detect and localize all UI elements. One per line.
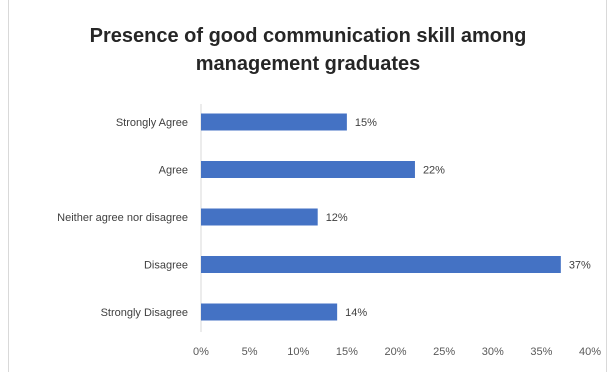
- data-label: 22%: [423, 165, 445, 177]
- chart-title-line-1: Presence of good communication skill amo…: [89, 25, 527, 47]
- x-tick-label: 30%: [482, 346, 504, 358]
- chart-title-line-2: management graduates: [195, 53, 421, 75]
- x-tick-label: 20%: [384, 346, 406, 358]
- data-label: 14%: [345, 307, 367, 319]
- bar: [201, 303, 338, 321]
- x-tick-label: 15%: [336, 346, 358, 358]
- x-tick-label: 10%: [287, 346, 309, 358]
- x-tick-label: 35%: [530, 346, 552, 358]
- category-label: Disagree: [144, 260, 188, 272]
- bar: [201, 208, 318, 226]
- category-label: Strongly Disagree: [101, 307, 188, 319]
- category-label: Neither agree nor disagree: [57, 212, 188, 224]
- category-label: Strongly Agree: [116, 117, 188, 129]
- data-label: 15%: [355, 117, 377, 129]
- frame-left-edge: [8, 0, 9, 372]
- bar: [201, 113, 347, 131]
- category-label: Agree: [159, 165, 188, 177]
- bar: [201, 161, 415, 178]
- frame-right-edge: [606, 0, 607, 372]
- data-label: 12%: [326, 212, 348, 224]
- x-tick-label: 0%: [193, 346, 209, 358]
- data-label: 37%: [569, 260, 591, 272]
- x-tick-label: 5%: [242, 346, 258, 358]
- x-tick-label: 25%: [433, 346, 455, 358]
- bar: [201, 256, 561, 273]
- chart-title: Presence of good communication skill amo…: [0, 22, 616, 78]
- x-tick-label: 40%: [579, 346, 601, 358]
